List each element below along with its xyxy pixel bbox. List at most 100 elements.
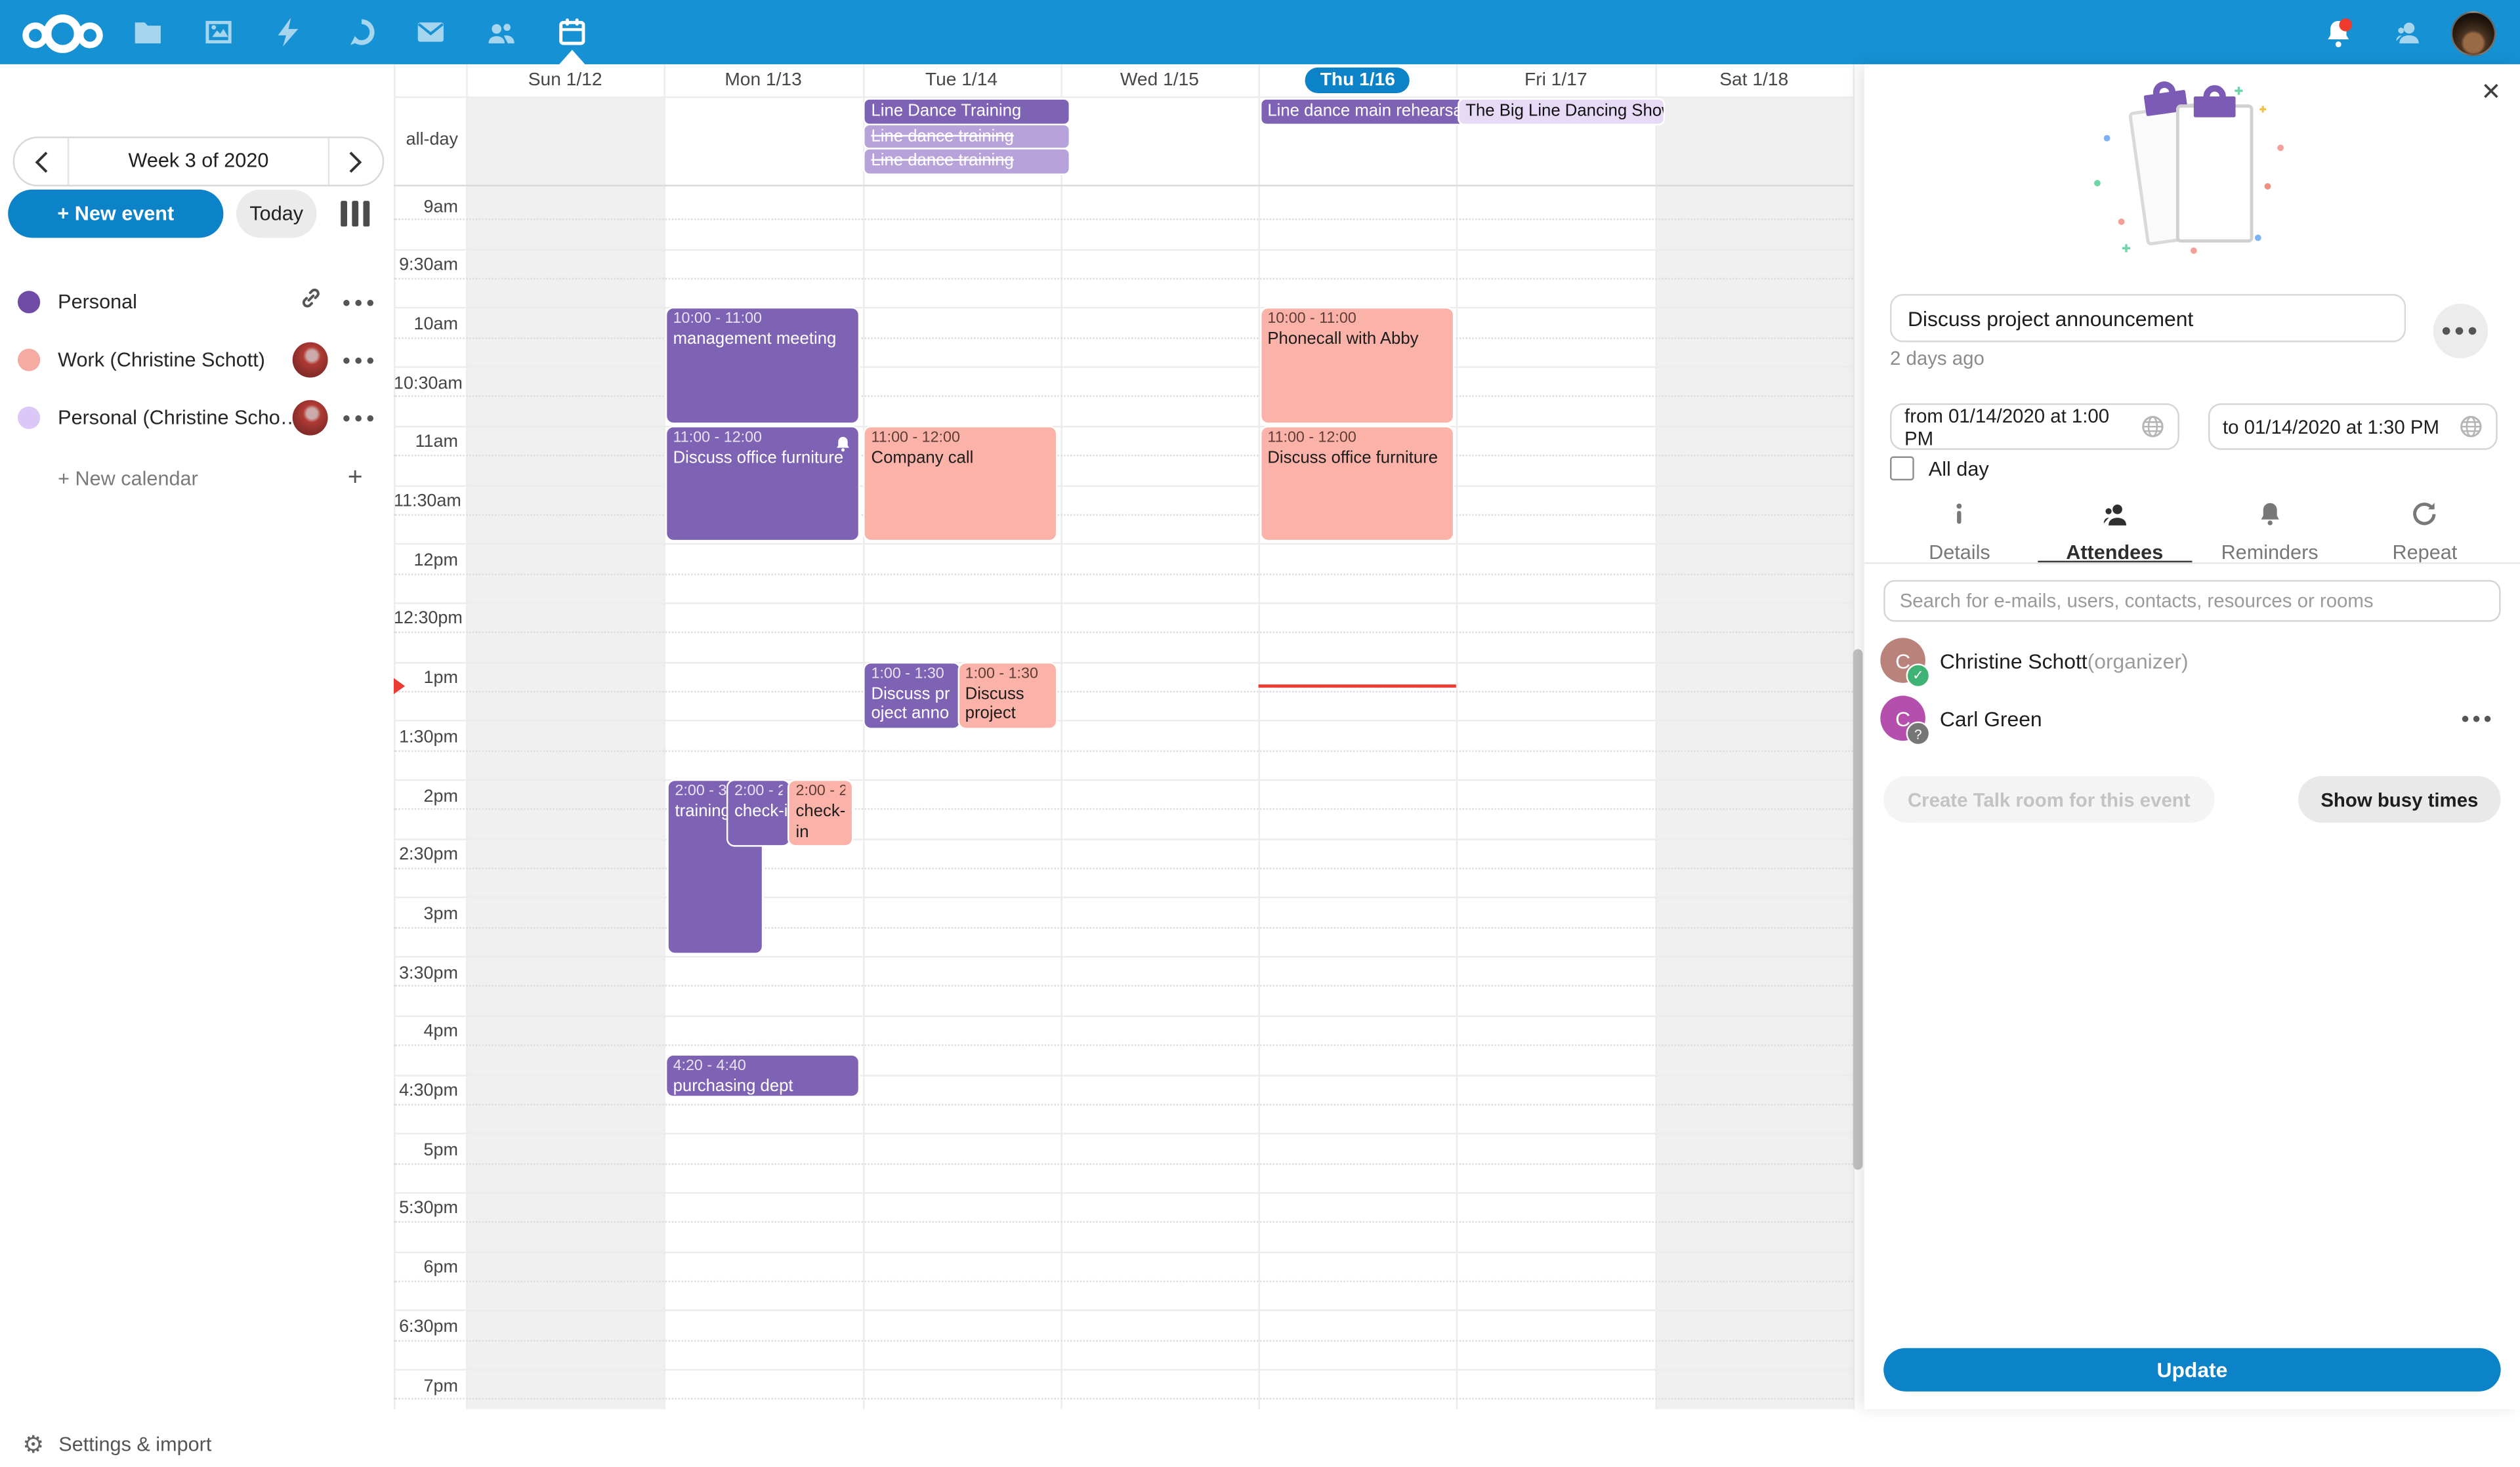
contacts-icon[interactable] xyxy=(466,0,537,64)
attendee-role: (organizer) xyxy=(2087,648,2189,672)
day-header[interactable]: Sun 1/12 xyxy=(528,70,602,91)
day-header[interactable]: Mon 1/13 xyxy=(724,70,802,91)
calendar-event[interactable]: 11:00 - 12:00 Company call xyxy=(864,426,1057,541)
time-axis-label: 11:30am xyxy=(394,491,461,511)
calendar-event[interactable]: 4:20 - 4:40 purchasing dept xyxy=(666,1056,858,1096)
all-day-label: All day xyxy=(1928,457,1989,480)
attendee-actions-icon[interactable]: ●●● xyxy=(2460,710,2494,726)
contacts-menu-icon[interactable] xyxy=(2372,0,2443,64)
calendar-event[interactable]: 2:00 - 2:30 check-in xyxy=(789,781,853,846)
event-actions-menu-button[interactable]: ●●● xyxy=(2433,303,2488,359)
event-title-input[interactable]: Discuss project announcement xyxy=(1890,294,2406,342)
week-navigation: Week 3 of 2020 xyxy=(12,136,385,187)
calendar-icon[interactable] xyxy=(537,0,608,64)
slot-line xyxy=(394,1310,1853,1312)
slot-line xyxy=(394,248,1853,251)
tab-reminders[interactable]: Reminders xyxy=(2192,490,2347,564)
bell-icon[interactable] xyxy=(2320,16,2356,51)
attendee-search-input[interactable]: Search for e-mails, users, contacts, res… xyxy=(1883,580,2501,622)
calendar-list-item[interactable]: Personal (Christine Scho… ●●● xyxy=(0,389,394,447)
event-title: Discuss office furniture xyxy=(1267,447,1438,468)
settings-import-button[interactable]: ⚙ Settings & import xyxy=(0,1422,394,1467)
day-header[interactable]: Tue 1/14 xyxy=(925,70,998,91)
timezone-globe-icon[interactable] xyxy=(2459,415,2483,439)
from-datetime-field[interactable]: from 01/14/2020 at 1:00 PM xyxy=(1890,403,2179,450)
close-icon[interactable]: ✕ xyxy=(2481,79,2502,106)
calendar-color-dot xyxy=(17,348,41,371)
tab-details[interactable]: Details xyxy=(1882,490,2037,564)
today-button[interactable]: Today xyxy=(236,189,317,238)
calendar-actions-icon[interactable]: ●●● xyxy=(342,409,378,426)
calendar-actions-icon[interactable]: ●●● xyxy=(342,352,378,368)
week-label[interactable]: Week 3 of 2020 xyxy=(67,138,330,185)
allday-event[interactable]: Line dance main rehearsal xyxy=(1261,99,1466,123)
files-icon[interactable] xyxy=(112,0,183,64)
event-time: 10:00 - 11:00 xyxy=(673,310,763,329)
calendar-event[interactable]: 2:00 - 2:30 check-in xyxy=(728,781,789,846)
next-week-button[interactable] xyxy=(329,138,383,185)
nextcloud-logo[interactable] xyxy=(22,13,103,53)
calendar-list-item[interactable]: Work (Christine Schott) ●●● xyxy=(0,331,394,388)
calendar-event[interactable]: 10:00 - 11:00 management meeting xyxy=(666,309,858,423)
update-button[interactable]: Update xyxy=(1883,1348,2501,1392)
new-calendar-button[interactable]: + New calendar + xyxy=(0,450,394,508)
slot-line xyxy=(394,661,1853,663)
active-app-pointer xyxy=(559,49,585,64)
new-event-button[interactable]: + New event xyxy=(8,189,224,238)
new-calendar-label: + New calendar xyxy=(58,467,198,490)
slot-line xyxy=(394,1015,1853,1017)
allday-event[interactable]: Line dance training xyxy=(864,124,1070,148)
allday-event[interactable]: Line Dance Training xyxy=(864,99,1070,123)
calendar-event[interactable]: 11:00 - 12:00 Discuss office furniture xyxy=(1261,426,1453,541)
user-avatar[interactable] xyxy=(2450,11,2496,56)
time-axis-label: 4pm xyxy=(423,1022,458,1042)
tab-repeat[interactable]: Repeat xyxy=(2347,490,2502,564)
to-datetime-field[interactable]: to 01/14/2020 at 1:30 PM xyxy=(2208,403,2498,450)
day-header[interactable]: Wed 1/15 xyxy=(1120,70,1199,91)
event-title: Discuss project xyxy=(965,684,1024,724)
week-view-toggle-icon[interactable] xyxy=(341,201,370,227)
calendar-color-dot xyxy=(17,406,41,429)
grid-scrollbar[interactable] xyxy=(1853,649,1863,1170)
settings-label: Settings & import xyxy=(58,1433,212,1456)
slot-line-dotted xyxy=(394,1104,1853,1105)
slot-line-dotted xyxy=(394,690,1853,693)
all-day-checkbox[interactable] xyxy=(1890,456,1914,481)
link-icon[interactable] xyxy=(299,286,324,318)
slot-line-dotted xyxy=(394,749,1853,752)
calendar-actions-icon[interactable]: ●●● xyxy=(342,294,378,310)
talk-icon[interactable] xyxy=(326,0,397,64)
day-header[interactable]: Sat 1/18 xyxy=(1719,70,1789,91)
attendee-name: Christine Schott xyxy=(1939,648,2088,672)
show-busy-times-button[interactable]: Show busy times xyxy=(2298,775,2501,823)
day-header[interactable]: Thu 1/16 xyxy=(1259,64,1457,96)
mail-icon[interactable] xyxy=(395,0,466,64)
slot-line-dotted xyxy=(394,337,1853,339)
slot-line-dotted xyxy=(394,867,1853,870)
slot-line xyxy=(394,1074,1853,1076)
plus-icon: + xyxy=(347,464,363,492)
tab-attendees[interactable]: Attendees xyxy=(2037,490,2193,564)
allday-event[interactable]: The Big Line Dancing Show xyxy=(1459,99,1664,123)
event-title: Company call xyxy=(871,447,974,468)
slot-line-dotted xyxy=(394,1221,1853,1224)
activity-icon[interactable] xyxy=(254,0,325,64)
time-axis-label: 9:30am xyxy=(399,255,458,276)
photos-icon[interactable] xyxy=(183,0,254,64)
slot-line xyxy=(394,602,1853,604)
time-axis-label: 1:30pm xyxy=(399,727,458,747)
previous-week-button[interactable] xyxy=(14,138,68,185)
calendar-event[interactable]: 11:00 - 12:00 Discuss office furniture xyxy=(666,426,858,541)
event-editor-tabs: Details Attendees Reminders Repeat xyxy=(1882,490,2502,564)
slot-line xyxy=(394,838,1853,840)
calendar-event[interactable]: 1:00 - 1:30 Discuss project xyxy=(958,663,1057,728)
calendar-event[interactable]: 10:00 - 11:00 Phonecall with Abby xyxy=(1261,309,1453,423)
create-talk-room-button[interactable]: Create Talk room for this event xyxy=(1883,775,2215,823)
allday-event[interactable]: Line dance training xyxy=(864,149,1070,173)
time-axis-label: 4:30pm xyxy=(399,1081,458,1101)
calendar-list-item[interactable]: Personal ●●● xyxy=(0,273,394,331)
day-header[interactable]: Fri 1/17 xyxy=(1524,70,1587,91)
clipboards-illustration xyxy=(2078,80,2303,260)
timezone-globe-icon[interactable] xyxy=(2141,415,2165,439)
calendar-event[interactable]: 1:00 - 1:30 Discuss project announcement xyxy=(864,663,959,728)
